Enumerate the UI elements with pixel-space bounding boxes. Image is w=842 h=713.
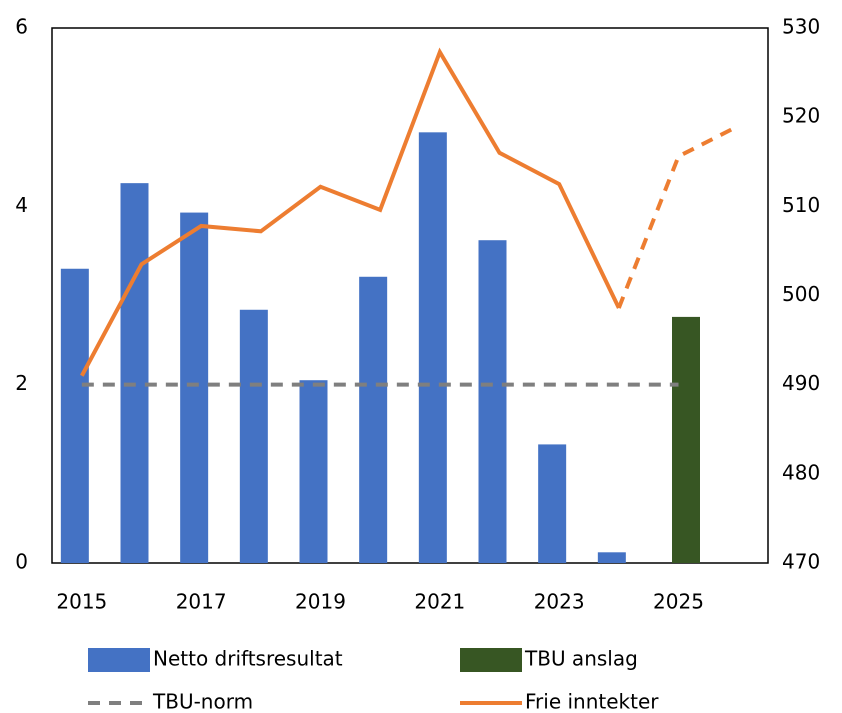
bar [359, 276, 388, 563]
y2-tick-label: 520 [782, 104, 820, 128]
bar [120, 183, 149, 563]
y2-tick-label: 500 [782, 282, 820, 306]
y-tick-label: 4 [15, 193, 28, 217]
x-tick-label: 2019 [295, 590, 346, 614]
line [80, 47, 621, 377]
x-tick-label: 2021 [414, 590, 465, 614]
x-tick-label: 2023 [534, 590, 585, 614]
bar [299, 380, 328, 563]
bar [60, 268, 89, 563]
legend-label: TBU-norm [152, 690, 253, 713]
x-tick-label: 2015 [56, 590, 107, 614]
y2-tick-label: 480 [782, 460, 820, 484]
y-tick-label: 2 [15, 371, 28, 395]
bar [478, 240, 507, 563]
bar [538, 444, 567, 563]
y2-tick-label: 470 [782, 550, 820, 574]
y2-tick-label: 490 [782, 371, 820, 395]
x-tick-label: 2025 [653, 590, 704, 614]
legend-swatch [460, 648, 522, 672]
y2-tick-label: 510 [782, 193, 820, 217]
bar [180, 212, 209, 563]
y-tick-label: 0 [15, 550, 28, 574]
y-tick-label: 6 [15, 15, 28, 39]
legend-swatch [88, 648, 150, 672]
line [616, 124, 740, 309]
y2-tick-label: 530 [782, 15, 820, 39]
legend-label: Netto driftsresultat [153, 647, 343, 671]
bar [597, 552, 626, 563]
bar [672, 316, 700, 563]
bar [418, 132, 447, 563]
x-tick-label: 2017 [176, 590, 227, 614]
legend-label: TBU anslag [524, 647, 638, 671]
legend-label: Frie inntekter [525, 690, 659, 713]
bar [239, 309, 268, 563]
plot-frame [51, 27, 769, 564]
